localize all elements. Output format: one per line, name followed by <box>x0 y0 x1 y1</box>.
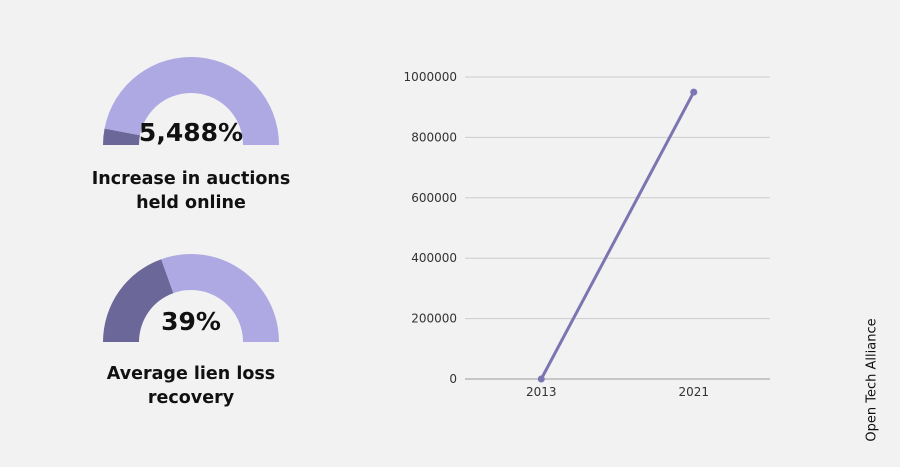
gauge-lien-recovery-value: 39% <box>161 307 221 336</box>
gauge-auctions-value: 5,488% <box>138 118 244 147</box>
gauge-auctions: 5,488% Increase in auctions held online <box>60 55 322 213</box>
gauge-lien-recovery-caption-line2: recovery <box>147 388 235 408</box>
gauge-lien-recovery: 39% Average lien loss recovery <box>60 252 322 408</box>
y-tick-label: 0 <box>449 372 457 386</box>
y-tick-label: 1000000 <box>404 70 457 84</box>
gauge-auctions-arc <box>103 57 279 145</box>
gauge-remaining-segment <box>104 57 279 145</box>
gauge-lien-recovery-caption: Average lien loss recovery <box>60 362 322 410</box>
gauge-auctions-caption-line2: held online <box>136 193 246 213</box>
gauge-remaining-segment <box>161 254 279 342</box>
data-point <box>690 88 698 96</box>
series-line <box>539 91 696 380</box>
gauge-lien-recovery-arc <box>103 254 279 342</box>
y-tick-label: 400000 <box>411 251 457 265</box>
gauge-auctions-caption: Increase in auctions held online <box>60 167 322 215</box>
gauge-auctions-caption-line1: Increase in auctions <box>91 169 291 189</box>
x-tick-label: 2013 <box>526 385 557 399</box>
x-tick-label: 2021 <box>678 385 709 399</box>
gauge-lien-recovery-caption-line1: Average lien loss <box>106 364 276 384</box>
line-chart: 0 200000 400000 600000 800000 1000000 2013 2021 <box>404 70 770 399</box>
data-point <box>537 375 545 383</box>
gauge-fill-segment <box>103 259 174 342</box>
credit-text: Open Tech Alliance <box>864 318 880 442</box>
y-tick-label: 200000 <box>411 312 457 326</box>
gauge-fill-segment <box>103 128 140 145</box>
y-tick-label: 800000 <box>411 130 457 144</box>
y-tick-label: 600000 <box>411 191 457 205</box>
